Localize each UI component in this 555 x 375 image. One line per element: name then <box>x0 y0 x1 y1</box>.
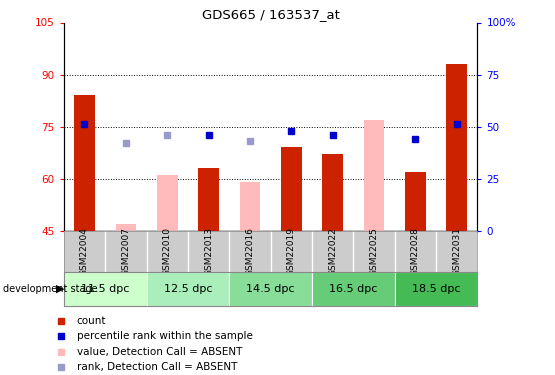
Text: GSM22013: GSM22013 <box>204 227 213 276</box>
Text: 11.5 dpc: 11.5 dpc <box>81 284 129 294</box>
Text: GSM22004: GSM22004 <box>80 227 89 276</box>
Bar <box>198 168 219 231</box>
Text: rank, Detection Call = ABSENT: rank, Detection Call = ABSENT <box>77 362 237 372</box>
Text: GSM22022: GSM22022 <box>328 227 337 276</box>
Text: GSM22019: GSM22019 <box>287 227 296 276</box>
Bar <box>64 272 147 306</box>
Bar <box>157 175 178 231</box>
Bar <box>240 182 260 231</box>
Text: GSM22031: GSM22031 <box>452 227 461 276</box>
Text: GSM22010: GSM22010 <box>163 227 171 276</box>
Text: ▶: ▶ <box>56 284 64 294</box>
Text: GSM22025: GSM22025 <box>370 227 379 276</box>
Text: GSM22007: GSM22007 <box>122 227 130 276</box>
Text: 14.5 dpc: 14.5 dpc <box>246 284 295 294</box>
Bar <box>74 95 95 231</box>
Bar <box>395 272 477 306</box>
Bar <box>322 154 343 231</box>
Text: GSM22016: GSM22016 <box>245 227 254 276</box>
Bar <box>312 272 395 306</box>
Text: value, Detection Call = ABSENT: value, Detection Call = ABSENT <box>77 347 242 357</box>
Text: 18.5 dpc: 18.5 dpc <box>412 284 460 294</box>
Bar <box>405 172 426 231</box>
Bar <box>229 272 312 306</box>
Text: development stage: development stage <box>3 284 97 294</box>
Bar <box>364 120 384 231</box>
Text: count: count <box>77 316 106 326</box>
Title: GDS665 / 163537_at: GDS665 / 163537_at <box>201 8 340 21</box>
Bar <box>115 224 136 231</box>
Text: percentile rank within the sample: percentile rank within the sample <box>77 332 253 341</box>
Text: GSM22028: GSM22028 <box>411 227 420 276</box>
Bar <box>147 272 229 306</box>
Text: 16.5 dpc: 16.5 dpc <box>329 284 377 294</box>
Text: 12.5 dpc: 12.5 dpc <box>164 284 212 294</box>
Bar <box>446 64 467 231</box>
Bar <box>281 147 301 231</box>
